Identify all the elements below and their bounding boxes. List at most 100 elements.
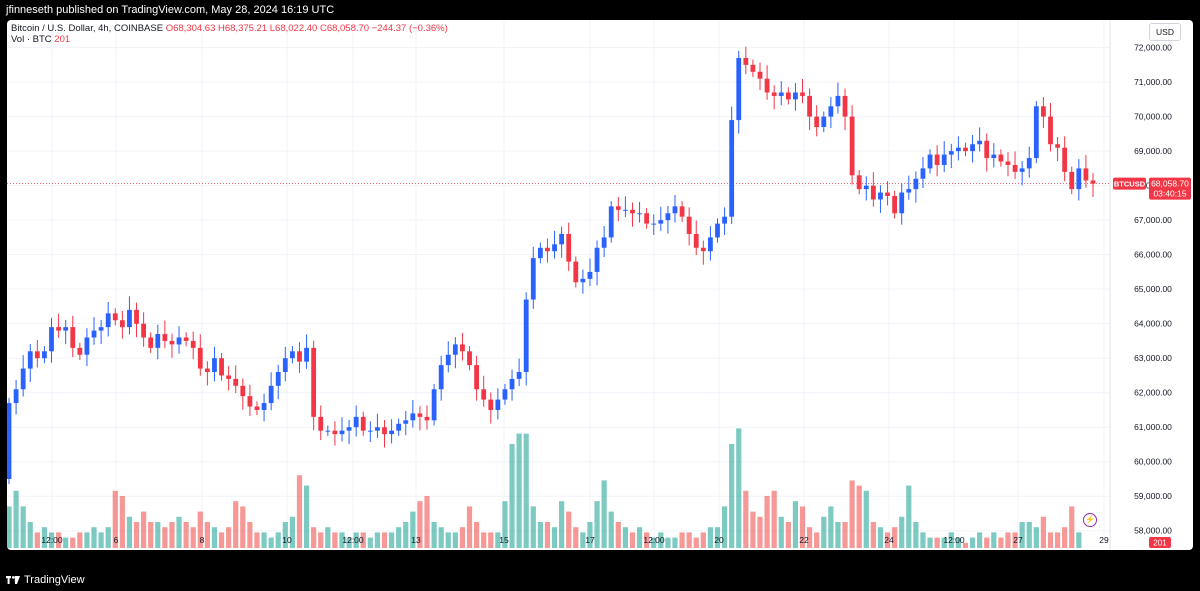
volume-bar [969,537,976,548]
volume-bar [892,527,898,548]
y-tick-label: 70,000.00 [1134,112,1172,122]
volume-bar [261,532,267,548]
volume-bar [91,527,97,548]
volume-bar [608,511,614,548]
candle-body [785,92,791,100]
chart-panel[interactable]: 72,000.00 71,000.00 70,000.00 69,000.00 68,0… [7,20,1193,550]
volume-bar [870,522,876,548]
volume-bar [509,444,515,548]
candle-body [722,216,727,224]
volume-bar [842,522,848,548]
candle-body [941,154,947,165]
x-tick-label: 13 [411,535,421,545]
x-tick-label: 12:00 [41,535,63,545]
candle-body [849,116,855,176]
candle-body [622,209,628,211]
last-price-text: 68,058.70 [1151,179,1189,189]
candle-body [70,327,76,348]
y-tick-label: 64,000.00 [1134,319,1172,329]
volume-bar [332,532,338,548]
candlestick-chart[interactable]: 72,000.00 71,000.00 70,000.00 69,000.00 68,0… [7,20,1193,550]
candle-body [955,147,961,152]
volume-bar [417,501,423,548]
volume-bar [424,496,430,548]
volume-bar [318,532,324,548]
candle-body [275,372,281,386]
candle-body [424,416,430,421]
price-axis[interactable]: 72,000.0071,000.0070,000.0069,000.0068,0… [1134,43,1172,536]
candle-body [452,344,458,355]
volume-bar [828,506,834,548]
volume-bar [1019,522,1025,548]
currency-button[interactable]: USD [1149,23,1181,41]
volume-bar [70,537,76,548]
volume-bar [651,537,657,548]
volume-bar [155,522,161,548]
candle-body [885,192,890,196]
volume-bar [488,532,494,548]
volume-bar [268,537,274,548]
candle-body [1041,106,1046,117]
candle-body [934,154,940,165]
volume-bar [353,532,359,548]
lightning-icon[interactable]: ⚡ [1083,513,1097,527]
volume-label[interactable]: Vol · BTC [11,34,52,45]
volume-bar [700,532,706,548]
candle-body [382,427,387,435]
candle-body [920,168,926,179]
x-tick-label: 24 [884,535,894,545]
volume-bar [98,532,104,548]
volume-bar [693,537,699,548]
symbol-tag-text: BTCUSD [1114,180,1146,189]
x-tick-label: 12:00 [943,535,965,545]
volume-bar [438,527,444,548]
volume-bar [381,532,388,548]
volume-bar [34,532,40,548]
x-tick-label: 10 [282,535,292,545]
volume-bar [1040,516,1047,548]
candle-body [545,247,550,252]
volume-bar [396,527,402,548]
volume-bar [566,511,572,548]
volume-bar [757,516,763,548]
volume-value: 201 [54,34,71,45]
candle-body [771,92,777,96]
candle-body [630,209,635,214]
candle-body [332,430,338,435]
candle-body [899,192,905,214]
y-tick-label: 66,000.00 [1134,250,1172,260]
volume-bar [77,532,83,548]
symbol-description[interactable]: Bitcoin / U.S. Dollar, 4h, COINBASE [11,23,164,34]
candle-body [927,154,933,169]
volume-bar [863,490,869,548]
volume-bar [41,527,48,548]
candle-body [438,365,444,390]
candle-body [481,389,487,400]
candle-body [297,351,302,362]
candle-body [615,206,621,210]
volume-bar [736,428,742,548]
volume-bar [530,506,536,548]
candle-body [233,378,239,386]
volume-bar [105,527,111,548]
x-tick-label: 6 [114,535,119,545]
volume-bar [629,532,636,548]
candle-body [757,71,763,79]
candle-body [403,420,409,424]
candle-body [169,340,175,345]
volume-bar [707,527,714,548]
x-tick-label: 12:00 [342,535,364,545]
volume-bar [927,537,933,548]
volume-bar [835,522,841,548]
tradingview-mark-icon [6,575,20,584]
time-axis[interactable]: 12:00 6 8 10 12:00 13 15 17 12:00 20 22 24 12:00 27 29 [41,535,1109,545]
candle-body [353,416,359,428]
volume-bar [1005,532,1011,548]
candle-body [261,403,267,410]
volume-bar [714,527,721,548]
tradingview-logo[interactable]: TradingView [6,574,85,586]
y-tick-label: 62,000.00 [1134,388,1172,398]
volume-bar [991,532,997,548]
candle-body [325,430,331,432]
candle-body [509,378,515,390]
